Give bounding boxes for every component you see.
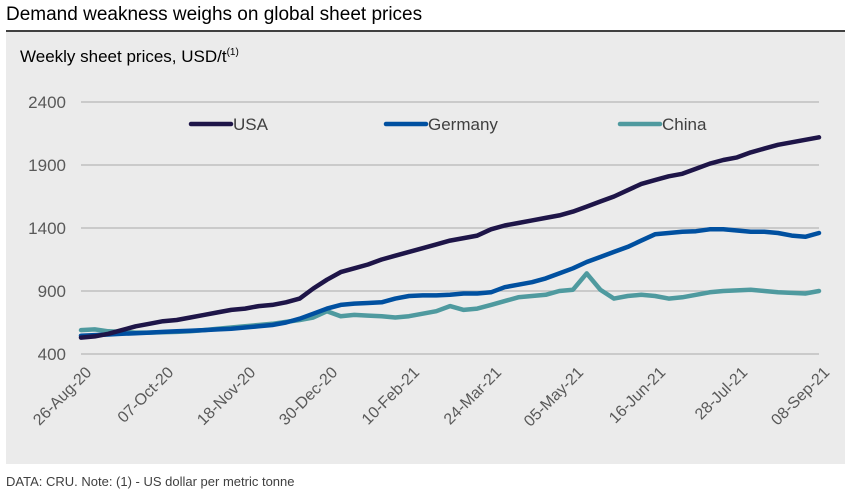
subtitle-text: Weekly sheet prices, USD/t <box>20 47 227 66</box>
x-tick-label: 26-Aug-20 <box>30 364 95 429</box>
series-lines <box>78 135 822 340</box>
x-axis-ticks: 26-Aug-20 07-Oct-20 18-Nov-20 30-Dec-20 10-F… <box>30 364 833 430</box>
series-line-germany <box>78 227 822 338</box>
series-line-china <box>78 271 822 335</box>
series-line-usa <box>78 135 822 340</box>
y-tick-label: 2400 <box>28 93 66 112</box>
legend-item-usa: USA <box>188 115 269 134</box>
x-tick-label: 28-Jul-21 <box>692 364 751 423</box>
legend-label: USA <box>233 115 269 134</box>
y-tick-label: 1900 <box>28 156 66 175</box>
x-tick-label: 05-May-21 <box>521 364 587 430</box>
x-tick-label: 24-Mar-21 <box>441 364 505 428</box>
legend-label: China <box>662 115 707 134</box>
y-tick-label: 1400 <box>28 219 66 238</box>
legend-item-germany: Germany <box>383 115 498 134</box>
chart-subtitle: Weekly sheet prices, USD/t(1) <box>20 47 239 67</box>
chart-title: Demand weakness weighs on global sheet p… <box>6 4 423 25</box>
x-tick-label: 08-Sep-21 <box>768 364 833 429</box>
legend-item-china: China <box>617 115 707 134</box>
legend: USA Germany China <box>188 115 707 134</box>
x-tick-label: 16-Jun-21 <box>606 364 669 427</box>
gridlines <box>81 101 819 355</box>
x-tick-label: 30-Dec-20 <box>276 364 341 429</box>
y-axis-ticks: 400 900 1400 1900 2400 <box>28 93 66 364</box>
x-tick-label: 18-Nov-20 <box>194 364 259 429</box>
y-tick-label: 400 <box>38 345 66 364</box>
title-divider <box>6 30 845 32</box>
legend-label: Germany <box>428 115 498 134</box>
x-tick-label: 10-Feb-21 <box>359 364 423 428</box>
x-tick-label: 07-Oct-20 <box>115 364 177 426</box>
y-tick-label: 900 <box>38 282 66 301</box>
subtitle-superscript: (1) <box>226 47 239 58</box>
footnote: DATA: CRU. Note: (1) - US dollar per met… <box>6 474 295 489</box>
